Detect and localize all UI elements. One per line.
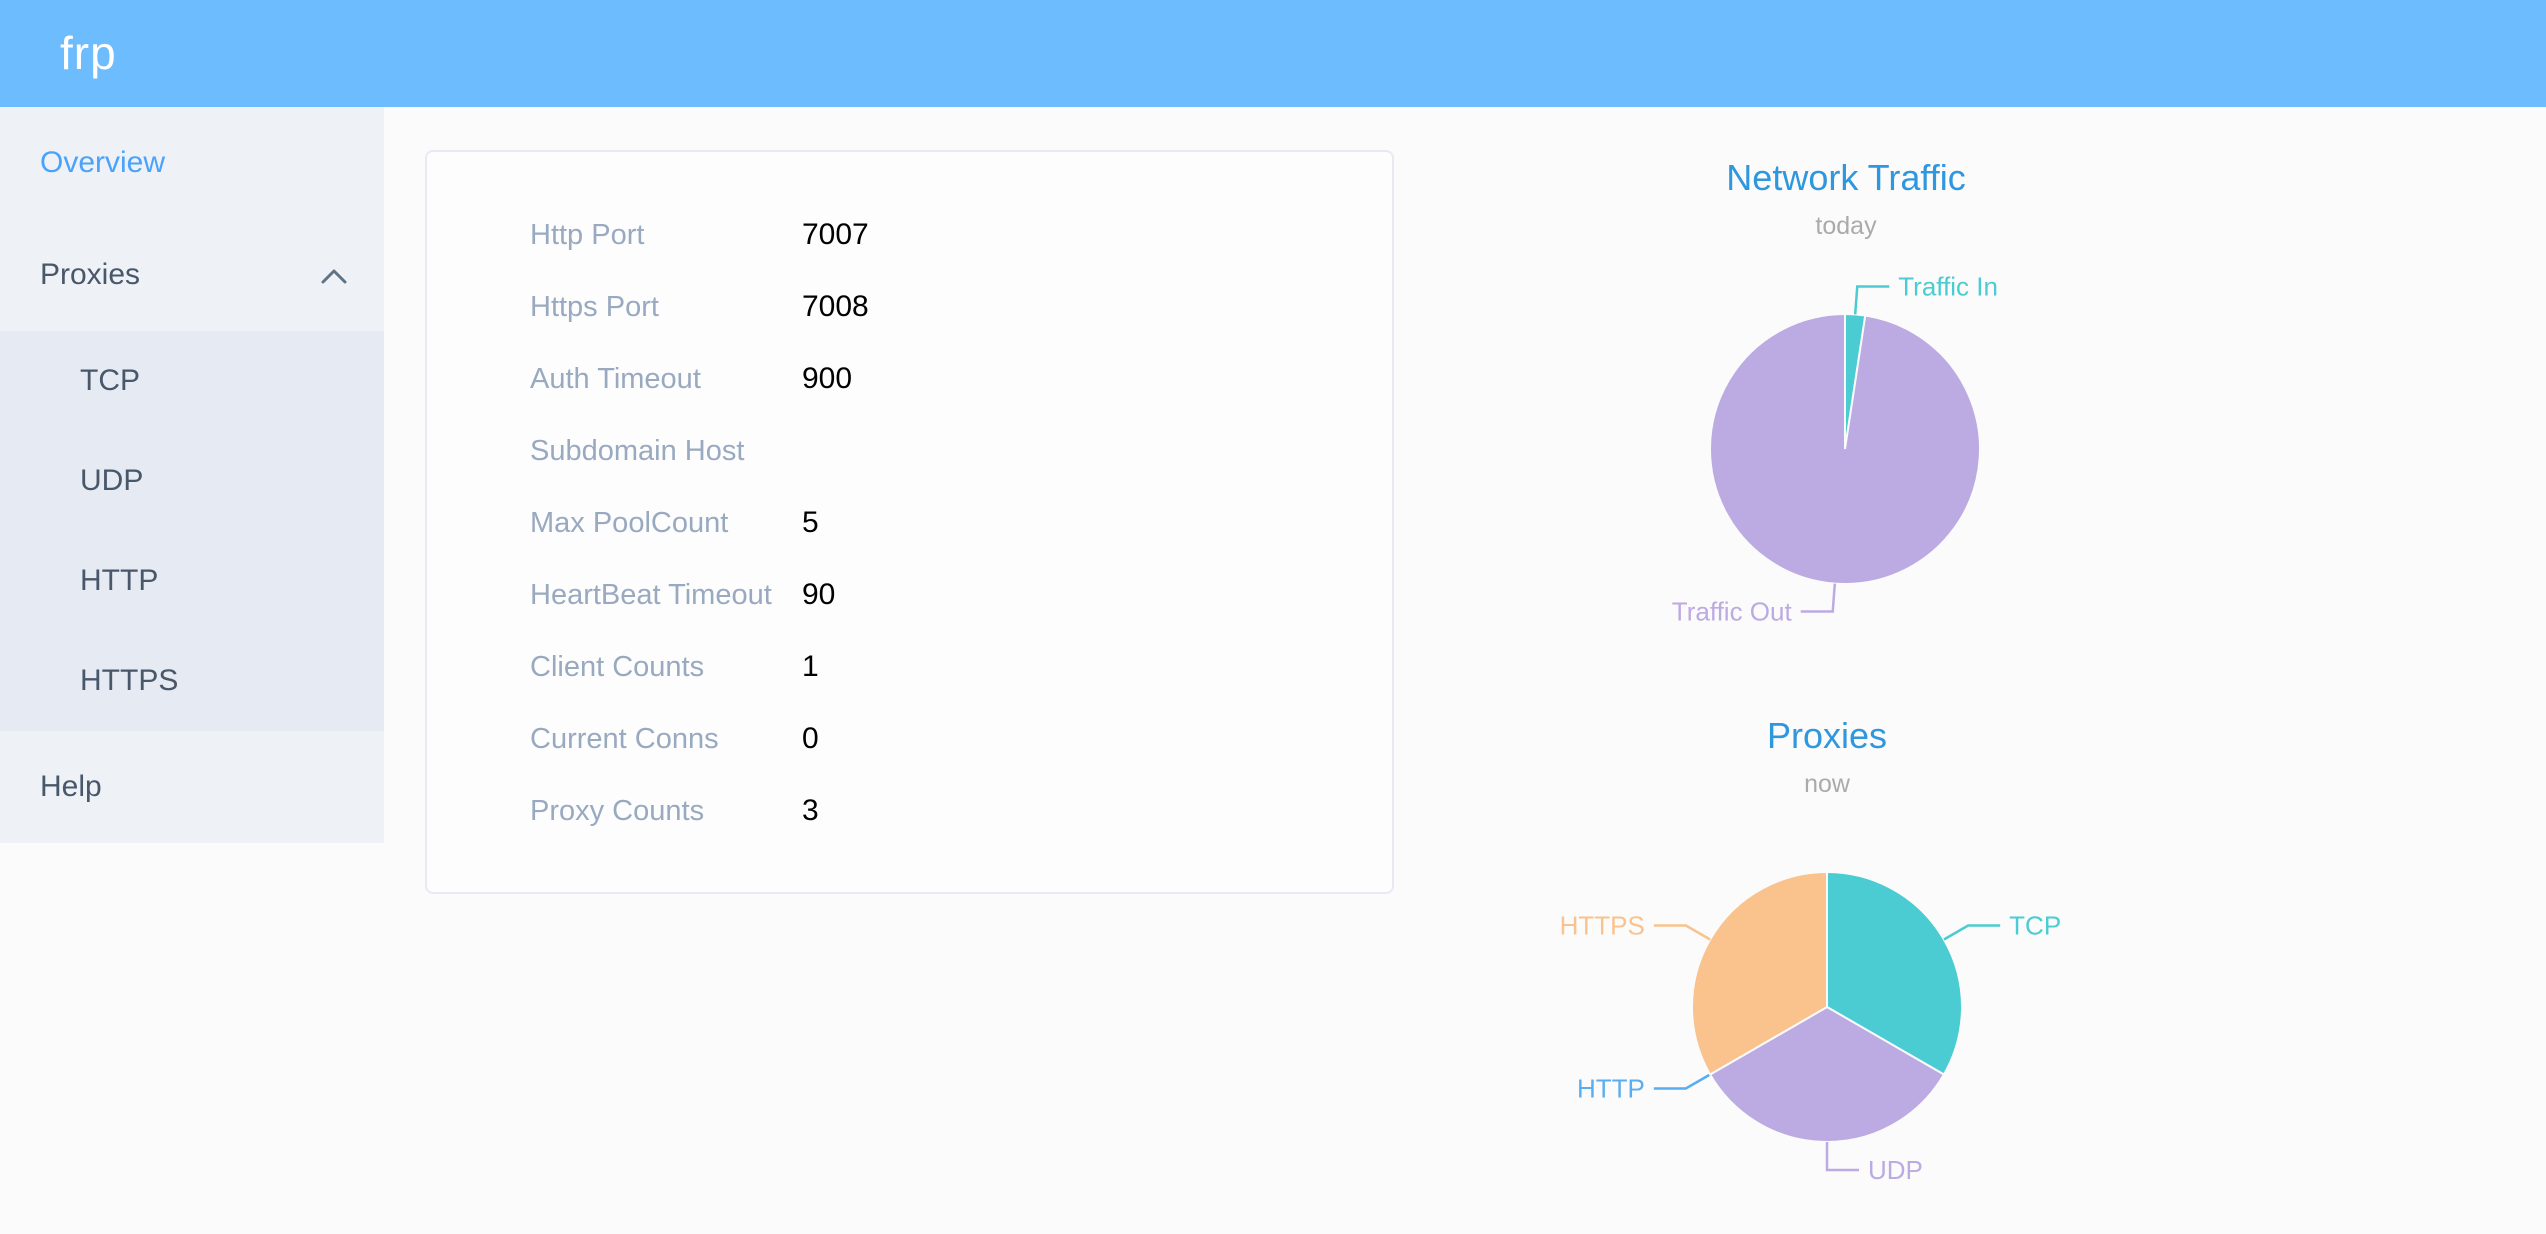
network-traffic-pie-chart[interactable]: Traffic In Traffic Out [1438, 250, 2254, 640]
sidebar-item-help-label: Help [40, 770, 102, 803]
pie-label-traffic-in: Traffic In [1898, 271, 1998, 301]
proxies-pie-chart[interactable]: TCP UDP HTTP HTTPS [1419, 810, 2235, 1220]
info-label: Https Port [530, 290, 659, 323]
info-value: 90 [802, 578, 836, 611]
pie-label-https: HTTPS [1560, 911, 1645, 941]
sidebar-item-proxies[interactable]: Proxies [0, 219, 384, 331]
info-label: Client Counts [530, 650, 705, 683]
server-info-row: Http Port 7007 [427, 199, 1392, 271]
info-value: 3 [802, 794, 819, 827]
sidebar-submenu-proxies: TCP UDP HTTP HTTPS [0, 331, 384, 731]
info-value: 7007 [802, 218, 869, 251]
sidebar-item-http[interactable]: HTTP [0, 531, 384, 631]
sidebar-item-overview-label: Overview [40, 146, 166, 179]
pie-slice-traffic-out[interactable] [1709, 312, 1981, 585]
server-info-row: Max PoolCount 5 [427, 487, 1392, 559]
info-value: 900 [802, 362, 853, 395]
info-value: 0 [802, 722, 819, 755]
sidebar-item-udp-label: UDP [80, 464, 144, 497]
info-label: Subdomain Host [530, 434, 745, 467]
server-info-row: Subdomain Host [427, 415, 1392, 487]
info-value: 1 [802, 650, 819, 683]
sidebar-item-tcp[interactable]: TCP [0, 331, 384, 431]
network-traffic-title: Network Traffic [1726, 157, 1966, 198]
info-value: 7008 [802, 290, 869, 323]
pie-label-tcp: TCP [2009, 911, 2061, 941]
proxies-title: Proxies [1766, 715, 1888, 756]
pie-label-http: HTTP [1577, 1074, 1645, 1104]
pie-label-line [1943, 924, 2001, 941]
info-label: HeartBeat Timeout [530, 578, 772, 611]
app-header: frp [0, 0, 2546, 107]
sidebar-item-help[interactable]: Help [0, 731, 384, 843]
info-label: Max PoolCount [530, 506, 729, 539]
server-info-row: Proxy Counts 3 [427, 775, 1392, 847]
pie-label-udp: UDP [1868, 1155, 1923, 1185]
pie-label-line [1825, 1142, 1859, 1172]
server-info-row: Https Port 7008 [427, 271, 1392, 343]
info-label: Auth Timeout [530, 362, 701, 395]
sidebar-item-proxies-label: Proxies [40, 258, 141, 291]
info-value: 5 [802, 506, 819, 539]
proxies-subtitle: now [1804, 770, 1850, 798]
sidebar-item-https[interactable]: HTTPS [0, 631, 384, 731]
network-traffic-subtitle: today [1815, 212, 1877, 240]
server-info-card: Http Port 7007 Https Port 7008 Auth Time… [425, 150, 1394, 894]
pie-label-traffic-out: Traffic Out [1672, 597, 1793, 627]
info-label: Proxy Counts [530, 794, 705, 827]
app-logo: frp [60, 27, 117, 79]
pie-slice-udp[interactable] [1708, 1005, 1946, 1143]
server-info-row: Current Conns 0 [427, 703, 1392, 775]
server-info-row: Client Counts 1 [427, 631, 1392, 703]
pie-label-line [1653, 1073, 1711, 1090]
server-info-row: HeartBeat Timeout 90 [427, 559, 1392, 631]
sidebar-item-overview[interactable]: Overview [0, 107, 384, 219]
chevron-up-icon [321, 269, 347, 284]
pie-label-line [1653, 924, 1711, 941]
info-label: Current Conns [530, 722, 719, 755]
sidebar-item-http-label: HTTP [80, 564, 159, 597]
pie-label-line [1853, 285, 1890, 315]
info-label: Http Port [530, 218, 645, 251]
pie-label-line [1800, 583, 1837, 613]
pie-slice-https[interactable] [1691, 870, 1828, 1076]
sidebar: Overview Proxies TCP UDP HTTP HTTPS Help [0, 107, 384, 843]
sidebar-item-tcp-label: TCP [80, 364, 140, 397]
sidebar-item-https-label: HTTPS [80, 664, 179, 697]
sidebar-item-udp[interactable]: UDP [0, 431, 384, 531]
pie-slice-tcp[interactable] [1826, 870, 1963, 1076]
server-info-row: Auth Timeout 900 [427, 343, 1392, 415]
